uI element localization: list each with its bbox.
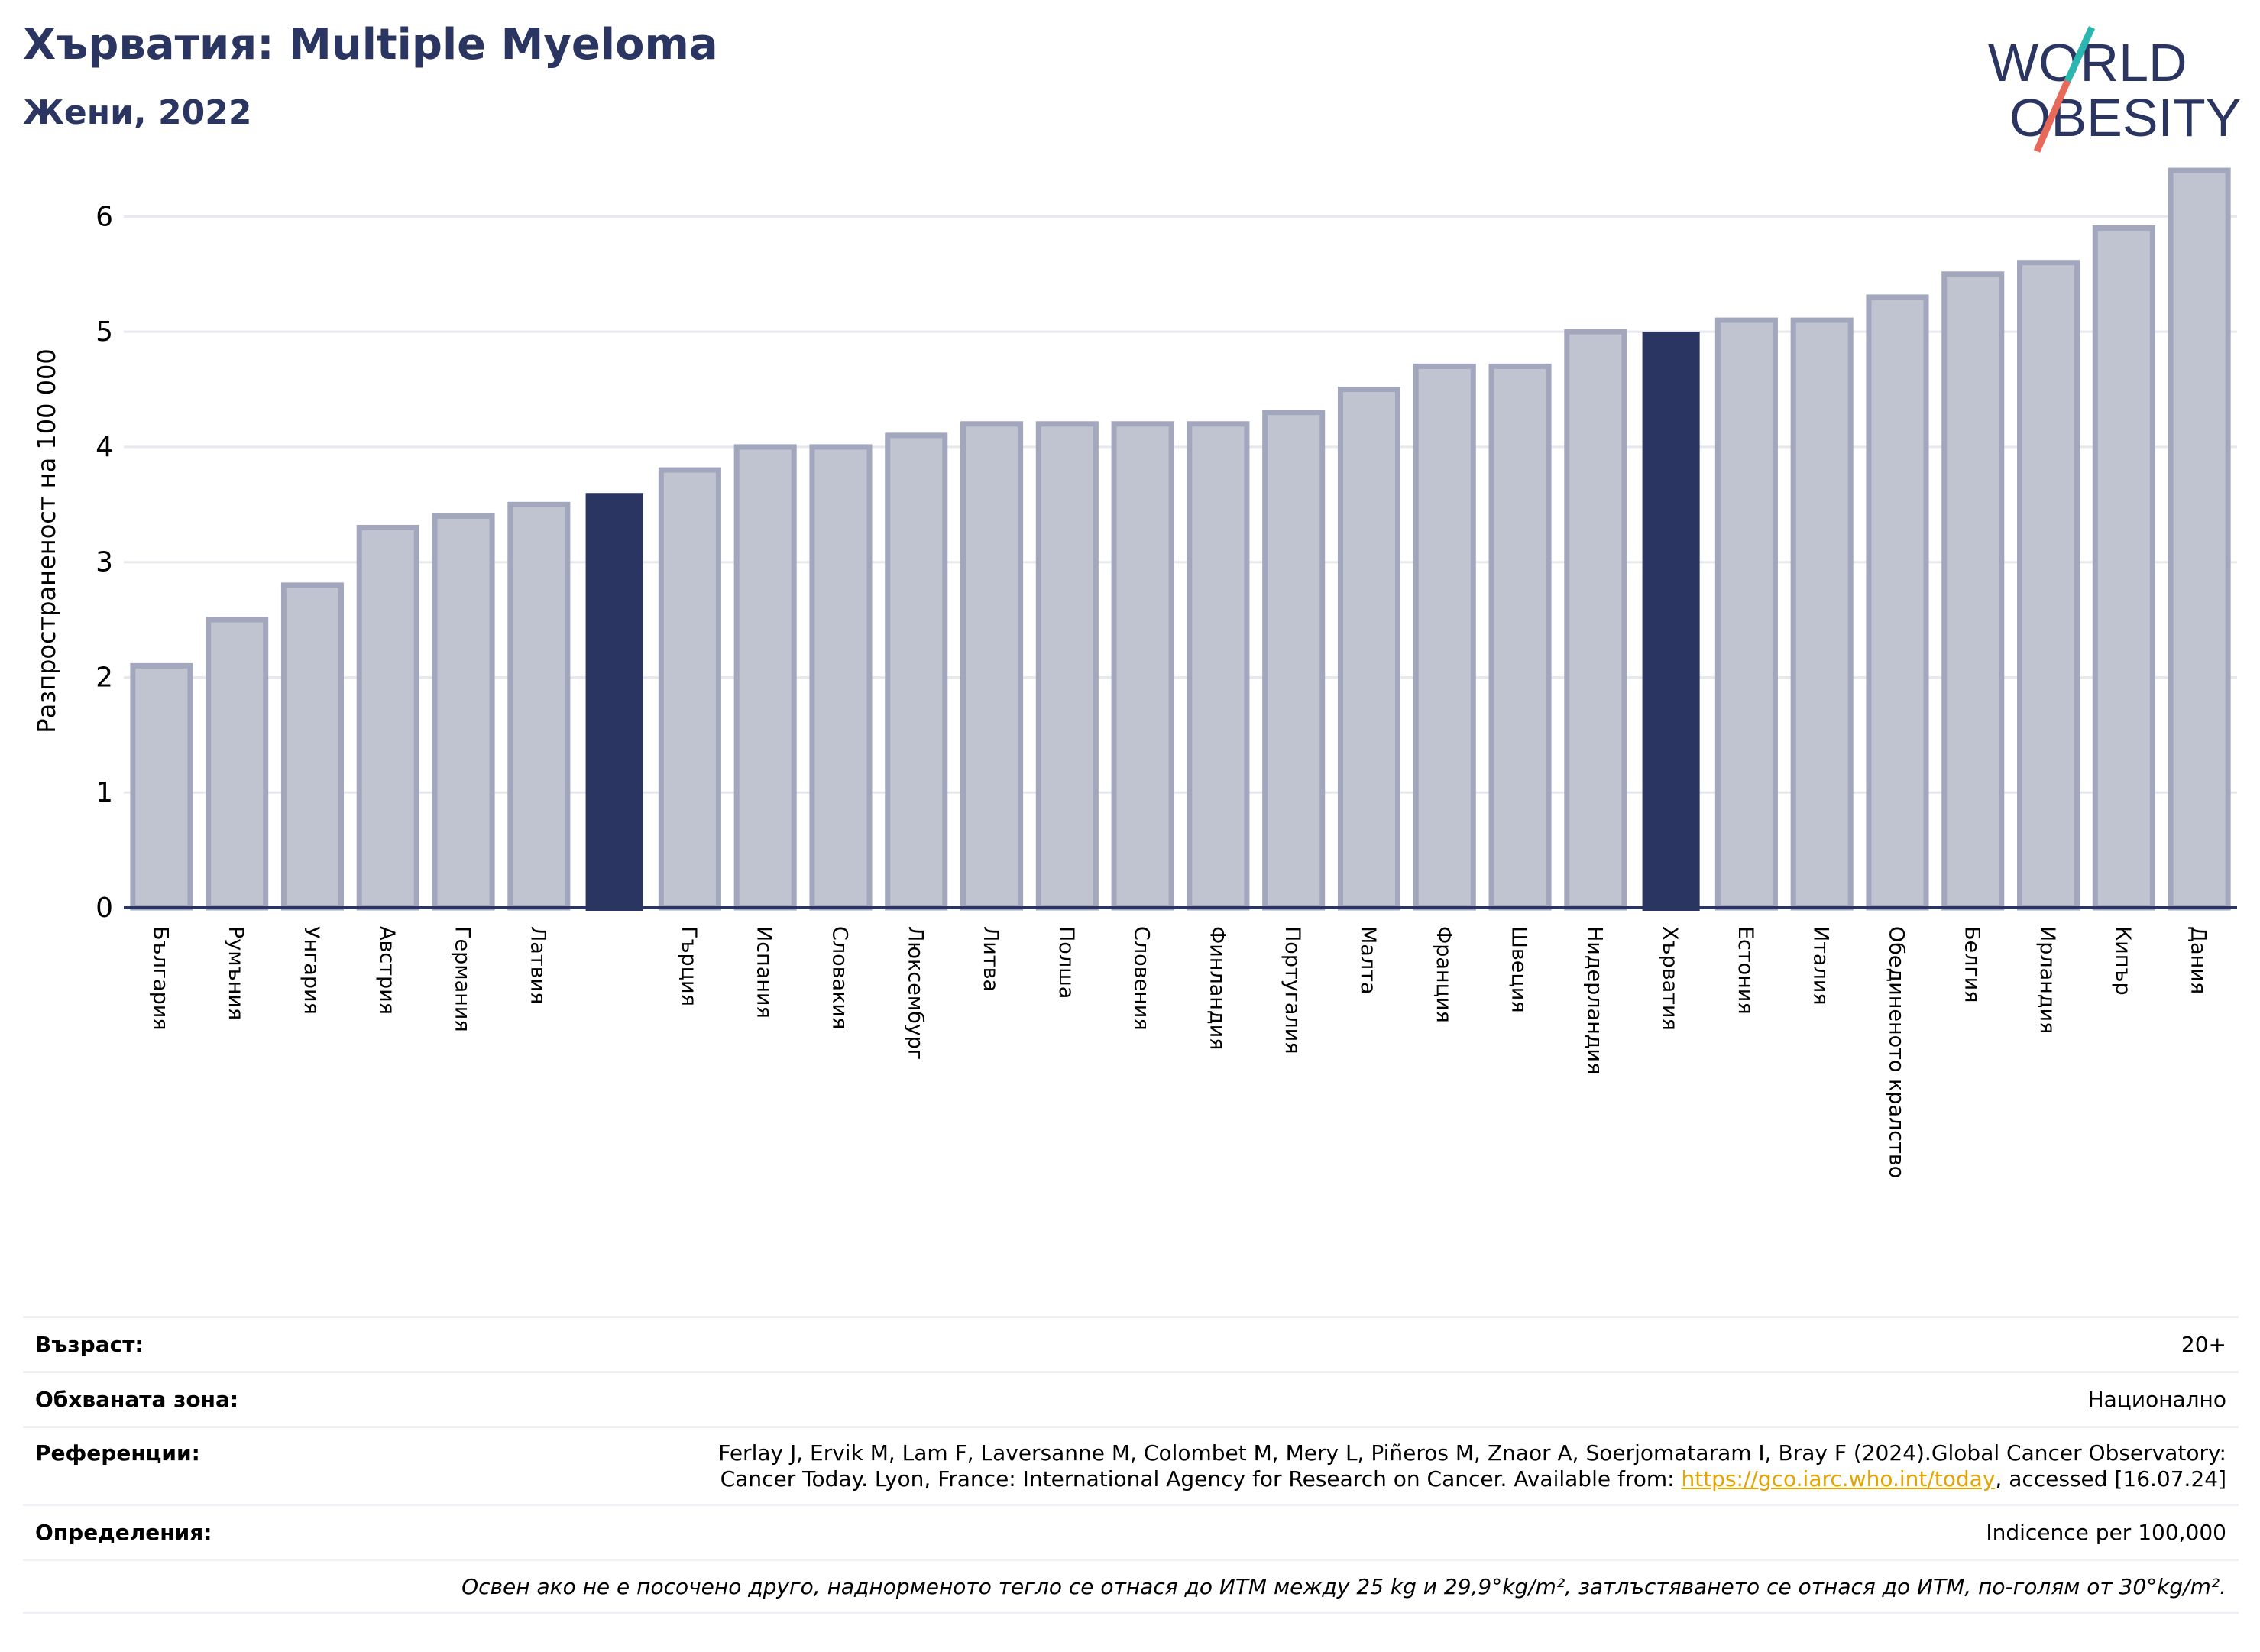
bar [280, 582, 345, 911]
bar [1488, 363, 1552, 911]
x-tick-label: Финландия [1205, 926, 1229, 1050]
footnote: Освен ако не е посочено друго, наднормен… [461, 1573, 2226, 1599]
bar [1714, 317, 1778, 911]
definitions-value: Indicence per 100,000 [1986, 1520, 2226, 1545]
x-tick-label: Дания [2187, 926, 2210, 994]
references-line-2-start: Cancer Today. Lyon, France: Internationa… [720, 1466, 1682, 1492]
bar [130, 662, 193, 911]
x-tick-label: България [148, 926, 172, 1031]
bar [733, 444, 797, 911]
y-tick-label: 0 [96, 892, 113, 924]
bar [432, 513, 495, 911]
y-tick-label: 2 [96, 662, 113, 693]
x-tick-label: Люксембург [903, 926, 927, 1060]
bar [885, 432, 948, 911]
info-table: Възраст: 20+ Обхваната зона: Национално … [23, 1316, 2239, 1614]
x-tick-label: Латвия [526, 926, 549, 1004]
world-obesity-logo: WORLD OBESITY [1988, 26, 2241, 153]
area-value: Национално [2087, 1387, 2226, 1412]
bar-highlighted [1642, 332, 1700, 912]
x-tick-label: Кипър [2111, 926, 2135, 996]
bar [1111, 421, 1174, 911]
x-tick-label: Естония [1734, 926, 1757, 1015]
definitions-label: Определения: [35, 1520, 212, 1545]
references-line-1: Ferlay J, Ervik M, Lam F, Laversanne M, … [718, 1440, 2226, 1466]
bar [1564, 329, 1627, 911]
logo-slash-top [2064, 26, 2096, 83]
references-link[interactable]: https://gco.iarc.who.int/today [1681, 1466, 1996, 1492]
y-tick-label: 3 [96, 547, 113, 578]
x-tick-label: Австрия [375, 926, 399, 1015]
x-tick-label: Белгия [1960, 926, 1983, 1003]
x-tick-label: Обединеното кралство [1884, 926, 1908, 1178]
y-tick-label: 6 [96, 201, 113, 232]
x-tick-label: Малта [1356, 926, 1380, 994]
references-value: Ferlay J, Ervik M, Lam F, Laversanne M, … [718, 1440, 2226, 1492]
bar [2168, 167, 2231, 911]
references-label: Референции: [35, 1440, 200, 1466]
bar [809, 444, 873, 911]
x-tick-label: Гърция [677, 926, 701, 1006]
bar [206, 617, 269, 911]
bar [1035, 421, 1099, 911]
x-tick-label: Ирландия [2035, 926, 2059, 1034]
x-tick-label: Литва [979, 926, 1002, 992]
x-tick-label: Италия [1809, 926, 1833, 1006]
bar-chart: 0 1 2 3 4 5 6 Разпространеност на 100 000 Българ… [32, 167, 2237, 1178]
x-tick-label: Словения [1130, 926, 1154, 1031]
x-tick-label: Испания [753, 926, 776, 1019]
bar [356, 524, 419, 911]
bar [1337, 387, 1401, 911]
info-row-area: Обхваната зона: Национално [23, 1371, 2239, 1426]
chart-title: Хърватия: Multiple Myeloma [23, 20, 718, 70]
x-tick-label: Португалия [1281, 926, 1304, 1054]
x-tick-label: Германия [451, 926, 474, 1032]
x-tick-label: Нидерландия [1582, 926, 1606, 1074]
x-tick-label: Хърватия [1658, 926, 1682, 1031]
x-tick-label: Франция [1432, 926, 1455, 1023]
bar [1790, 317, 1854, 911]
y-tick-label: 1 [96, 777, 113, 808]
chart-subtitle: Жени, 2022 [23, 93, 252, 132]
info-row-references: Референции: Ferlay J, Ervik M, Lam F, La… [23, 1426, 2239, 1504]
bar [658, 467, 721, 911]
x-tick-label: Унгария [299, 926, 323, 1015]
age-label: Възраст: [35, 1332, 144, 1357]
x-tick-label: Словакия [827, 926, 851, 1029]
bar [2092, 225, 2155, 911]
references-line-2-end: , accessed [16.07.24] [1995, 1466, 2226, 1492]
x-tick-label: Полша [1054, 926, 1078, 999]
bar [1262, 410, 1326, 911]
y-axis-label: Разпространеност на 100 000 [32, 348, 61, 733]
bar [1413, 363, 1476, 911]
info-row-age: Възраст: 20+ [23, 1316, 2239, 1371]
bar [1866, 294, 1929, 911]
info-row-definitions: Определения: Indicence per 100,000 [23, 1504, 2239, 1559]
y-tick-label: 5 [96, 316, 113, 348]
age-value: 20+ [2181, 1332, 2226, 1357]
y-tick-label: 4 [96, 432, 113, 463]
bar [2016, 260, 2080, 911]
bar [1187, 421, 1250, 911]
bar [1941, 271, 2005, 911]
area-label: Обхваната зона: [35, 1387, 239, 1412]
bar [960, 421, 1024, 911]
bar [507, 501, 571, 911]
info-row-note: Освен ако не е посочено друго, наднормен… [23, 1559, 2239, 1614]
x-tick-label: Румъния [224, 926, 248, 1020]
logo-slash-bottom [2033, 79, 2071, 153]
bar-highlighted [585, 493, 643, 911]
x-tick-label: Швеция [1507, 926, 1531, 1013]
